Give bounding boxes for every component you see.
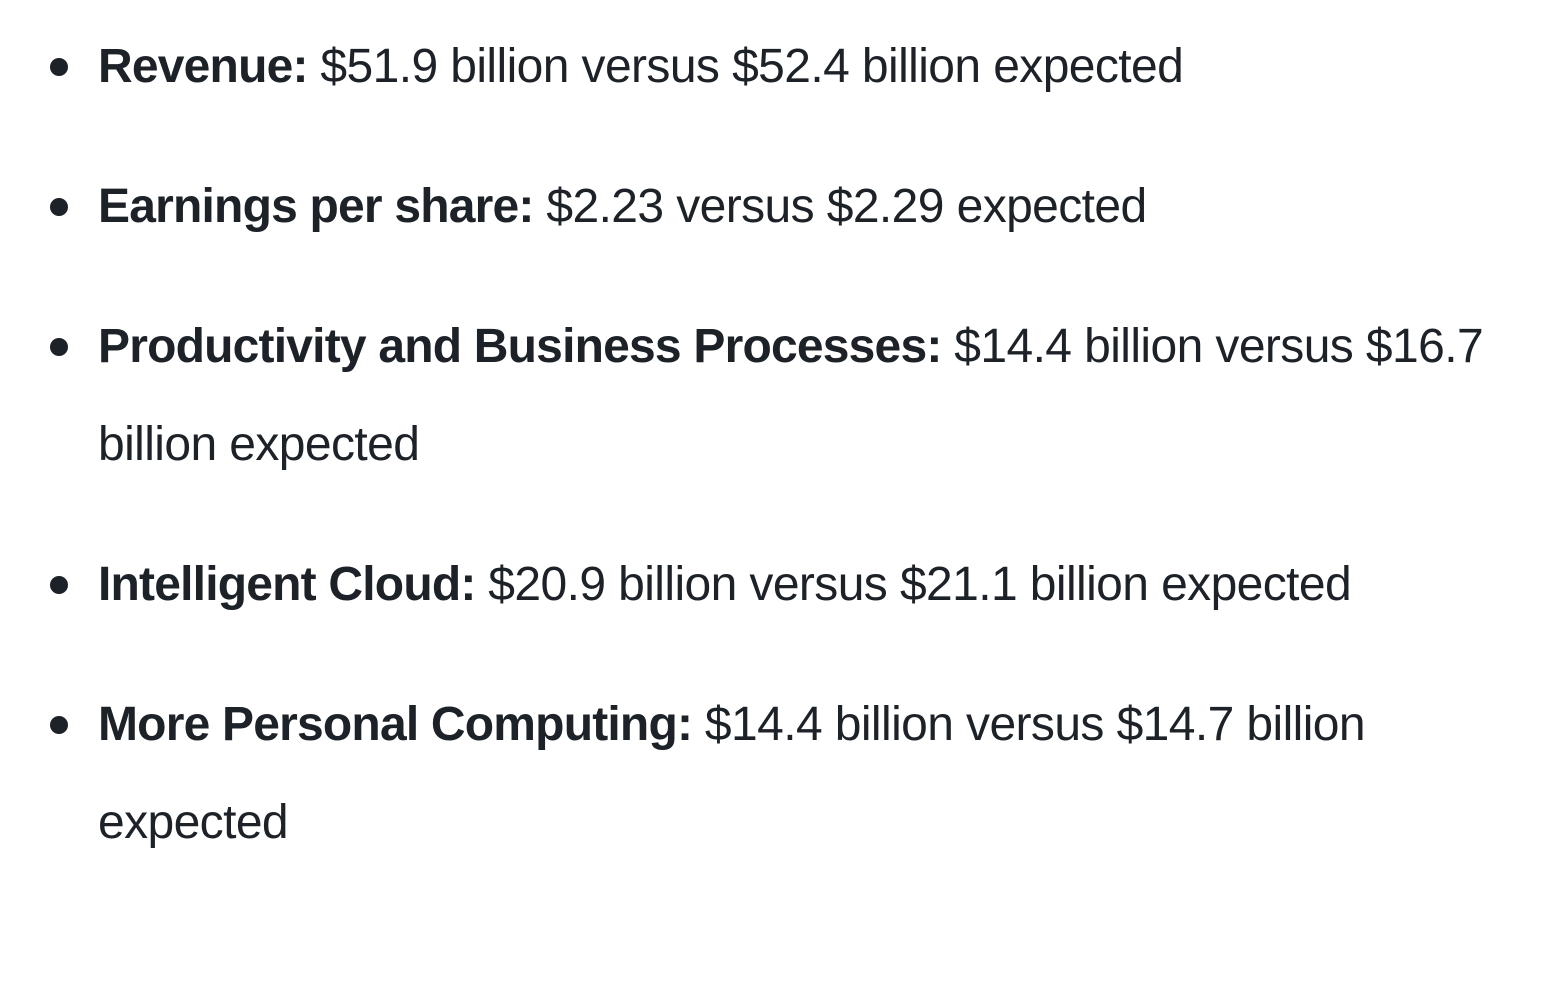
list-item-earnings-per-share: Earnings per share: $2.23 versus $2.29 e…	[0, 158, 1542, 256]
item-text: $14.4 billion versus $14.7 billion expec…	[98, 698, 1366, 849]
list-item-revenue: Revenue: $51.9 billion versus $52.4 bill…	[0, 18, 1542, 116]
list-item-intelligent-cloud: Intelligent Cloud: $20.9 billion versus …	[0, 536, 1542, 634]
item-text: $14.4 billion versus $16.7 billion expec…	[98, 320, 1484, 471]
item-label: Earnings per share:	[98, 180, 534, 233]
list-item-productivity-business-processes: Productivity and Business Processes: $14…	[0, 298, 1542, 494]
bullet-icon	[50, 58, 68, 76]
item-label: Productivity and Business Processes:	[98, 320, 942, 373]
item-label: Revenue:	[98, 40, 308, 93]
item-label: More Personal Computing:	[98, 698, 693, 751]
item-label: Intelligent Cloud:	[98, 558, 476, 611]
earnings-results-list: Revenue: $51.9 billion versus $52.4 bill…	[0, 18, 1542, 872]
bullet-icon	[50, 198, 68, 216]
bullet-icon	[50, 716, 68, 734]
bullet-icon	[50, 576, 68, 594]
item-text: $51.9 billion versus $52.4 billion expec…	[320, 40, 1184, 93]
item-text: $2.23 versus $2.29 expected	[546, 180, 1147, 233]
item-text: $20.9 billion versus $21.1 billion expec…	[488, 558, 1352, 611]
list-item-more-personal-computing: More Personal Computing: $14.4 billion v…	[0, 676, 1542, 872]
bullet-icon	[50, 338, 68, 356]
